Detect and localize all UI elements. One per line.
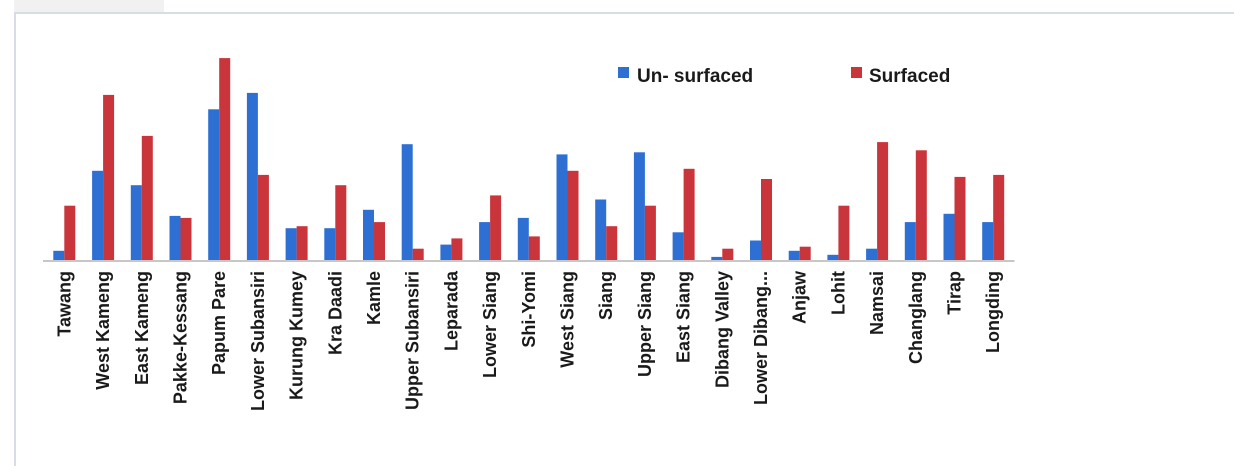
bar-surfaced-19 xyxy=(799,246,811,262)
bar-surfaced-7 xyxy=(335,185,347,261)
bar-unsurfaced-13 xyxy=(556,154,568,261)
x-tick-label: Lower Siang xyxy=(480,271,500,378)
x-tick-label: Namsai xyxy=(867,271,887,335)
x-tick-label: Kamle xyxy=(364,271,384,325)
bar-unsurfaced-2 xyxy=(130,185,142,261)
x-tick-label: Changlang xyxy=(906,271,926,364)
bar-surfaced-5 xyxy=(257,174,269,261)
bar-unsurfaced-16 xyxy=(672,232,684,261)
legend-label-unsurfaced: Un- surfaced xyxy=(637,66,753,87)
bar-unsurfaced-20 xyxy=(827,254,839,261)
legend: Un- surfaced Surfaced xyxy=(618,66,950,87)
bar-unsurfaced-3 xyxy=(169,215,181,261)
x-tick-label: Shi-Yomi xyxy=(519,271,539,348)
x-tick-label: Upper Siang xyxy=(635,271,655,377)
bar-unsurfaced-6 xyxy=(285,228,297,261)
frame-tab-edge xyxy=(14,0,164,12)
x-tick-label: Upper Subansiri xyxy=(403,271,423,410)
bar-surfaced-17 xyxy=(722,248,734,261)
bar-unsurfaced-18 xyxy=(750,240,761,261)
x-tick-label: Tirap xyxy=(944,271,964,315)
bar-unsurfaced-7 xyxy=(324,228,336,261)
x-tick-label: Dibang Valley xyxy=(712,271,732,388)
bar-surfaced-16 xyxy=(683,168,695,262)
x-tick-label: Kurung Kumey xyxy=(287,271,307,400)
bar-unsurfaced-11 xyxy=(479,222,491,262)
legend-swatch-unsurfaced xyxy=(618,67,629,78)
x-tick-label: Tawang xyxy=(54,271,74,337)
x-tick-label: Lower Subansiri xyxy=(248,271,268,411)
bar-unsurfaced-12 xyxy=(517,217,529,261)
x-tick-label: Pakke-Kessang xyxy=(170,271,190,404)
bar-surfaced-8 xyxy=(374,222,385,262)
bar-unsurfaced-22 xyxy=(904,222,916,262)
x-tick-label: West Siang xyxy=(557,271,577,368)
bar-surfaced-20 xyxy=(838,205,850,262)
bar-surfaced-21 xyxy=(877,142,889,261)
bar-unsurfaced-4 xyxy=(208,109,220,261)
bar-unsurfaced-19 xyxy=(788,250,800,262)
x-tick-label: East Siang xyxy=(674,271,694,363)
bar-surfaced-3 xyxy=(180,217,192,261)
bar-surfaced-23 xyxy=(954,176,966,261)
bar-surfaced-2 xyxy=(141,135,153,261)
x-tick-label: Siang xyxy=(596,271,616,320)
x-tick-label: Longding xyxy=(983,271,1003,353)
bar-surfaced-6 xyxy=(296,226,308,262)
x-tick-label: East Kameng xyxy=(132,271,152,385)
bar-surfaced-22 xyxy=(915,150,927,261)
bar-unsurfaced-24 xyxy=(982,222,994,262)
bar-unsurfaced-21 xyxy=(866,248,878,261)
bar-surfaced-4 xyxy=(219,58,231,261)
bar-surfaced-1 xyxy=(103,94,115,262)
bar-surfaced-24 xyxy=(993,174,1005,261)
bar-surfaced-10 xyxy=(451,238,463,261)
x-tick-label: Leparada xyxy=(441,270,461,351)
bar-unsurfaced-8 xyxy=(363,209,374,262)
x-tick-label: Lohit xyxy=(828,271,848,315)
bar-unsurfaced-10 xyxy=(440,244,452,261)
bar-unsurfaced-23 xyxy=(943,213,955,261)
bar-unsurfaced-9 xyxy=(401,144,413,261)
bar-surfaced-0 xyxy=(64,205,76,262)
x-tick-labels: Tawang West Kameng East Kameng Pakke-Kessan… xyxy=(54,270,1003,411)
x-tick-label: Kra Daadi xyxy=(325,271,345,355)
bars-group xyxy=(53,58,1005,262)
x-tick-label: West Kameng xyxy=(93,271,113,390)
bar-unsurfaced-15 xyxy=(633,152,645,261)
x-tick-label: Papum Pare xyxy=(209,271,229,375)
legend-label-surfaced: Surfaced xyxy=(869,66,950,87)
bar-unsurfaced-17 xyxy=(711,256,723,261)
x-tick-label: Anjaw xyxy=(790,270,810,324)
bar-unsurfaced-5 xyxy=(246,92,258,262)
bar-surfaced-12 xyxy=(528,236,540,261)
bar-unsurfaced-14 xyxy=(595,199,607,261)
legend-swatch-surfaced xyxy=(851,67,862,78)
bar-unsurfaced-0 xyxy=(53,250,65,262)
bar-surfaced-15 xyxy=(644,205,656,262)
bar-surfaced-18 xyxy=(761,179,772,261)
x-tick-label: Lower Dibang... xyxy=(751,271,771,405)
bar-surfaced-11 xyxy=(490,195,502,261)
bar-surfaced-13 xyxy=(567,170,579,261)
bar-surfaced-9 xyxy=(412,248,424,261)
bar-unsurfaced-1 xyxy=(92,170,104,261)
bar-surfaced-14 xyxy=(606,226,618,262)
